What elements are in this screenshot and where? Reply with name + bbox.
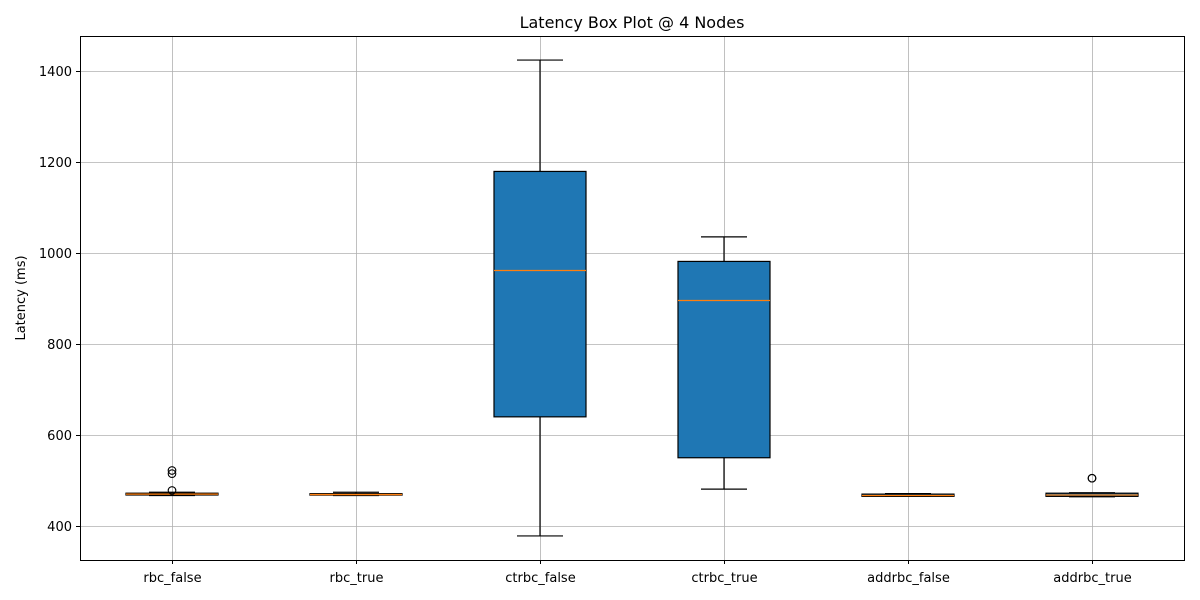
x-tick-label: rbc_false: [143, 571, 201, 586]
box-addrbc_false: [861, 493, 955, 497]
x-tick-label: addrbc_true: [1053, 571, 1131, 586]
x-tick-label: addrbc_false: [867, 571, 950, 586]
chart-title: Latency Box Plot @ 4 Nodes: [520, 13, 745, 32]
y-tick-label: 1000: [39, 247, 72, 262]
x-tick-label: ctrbc_false: [505, 571, 575, 586]
y-axis: 400 600 800 1000 1200 1400: [39, 65, 80, 535]
y-tick-label: 400: [47, 520, 72, 535]
outlier-point: [167, 469, 177, 479]
box-rbc_false: [125, 466, 219, 497]
x-tick-label: ctrbc_true: [691, 571, 757, 586]
y-tick-label: 800: [47, 338, 72, 353]
plot-frame: [80, 36, 1185, 561]
box-series: [125, 59, 1139, 537]
box-addrbc_true: [1045, 473, 1139, 498]
box-rbc_true: [309, 491, 403, 497]
x-tick-label: rbc_true: [330, 571, 384, 586]
y-tick-label: 1400: [39, 65, 72, 80]
outlier-point: [167, 466, 177, 475]
box-ctrbc_true: [677, 236, 771, 490]
y-tick-label: 600: [47, 429, 72, 444]
grid-lines: [80, 36, 1184, 560]
iqr-box: [677, 260, 771, 459]
x-axis: rbc_false rbc_true ctrbc_false ctrbc_true ad…: [143, 560, 1132, 586]
box-ctrbc_false: [493, 59, 587, 537]
y-tick-label: 1200: [39, 156, 72, 171]
y-axis-label: Latency (ms): [14, 255, 29, 340]
outlier-point: [1087, 473, 1097, 483]
iqr-box: [493, 170, 587, 418]
outlier-point: [167, 486, 177, 495]
